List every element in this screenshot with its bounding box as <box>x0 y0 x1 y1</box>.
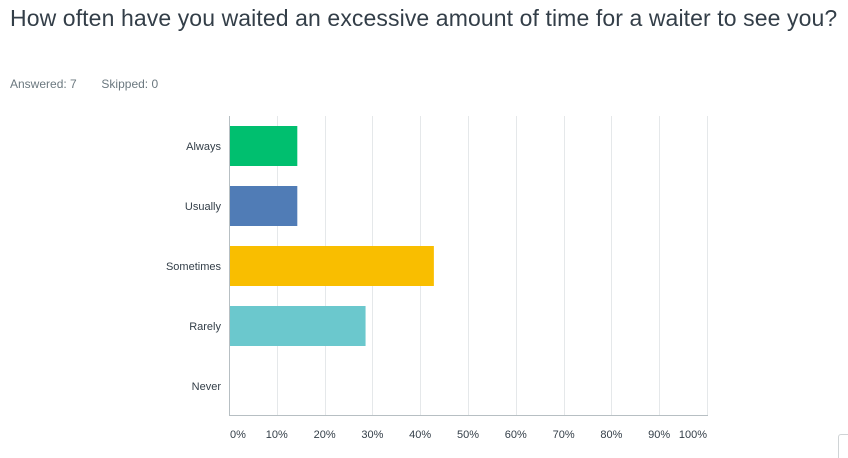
question-title: How often have you waited an excessive a… <box>10 5 838 31</box>
answered-count: 7 <box>70 77 77 91</box>
category-label: Sometimes <box>166 261 222 273</box>
category-label: Always <box>186 141 221 153</box>
bar-always[interactable] <box>229 126 298 166</box>
skipped-count: 0 <box>151 77 159 91</box>
x-tick-label: 10% <box>266 429 288 441</box>
x-tick-label: 30% <box>361 429 383 441</box>
x-tick-label: 80% <box>600 429 622 441</box>
bar-sometimes[interactable] <box>229 246 434 286</box>
response-stats: Answered: 7 Skipped: 0 <box>10 77 158 91</box>
x-tick-label: 50% <box>457 429 479 441</box>
side-panel-tab[interactable] <box>838 434 848 458</box>
x-tick-label: 100% <box>679 429 707 441</box>
x-tick-label: 20% <box>314 429 336 441</box>
category-label: Never <box>192 381 222 393</box>
x-tick-label: 90% <box>648 429 670 441</box>
x-tick-label: 70% <box>553 429 575 441</box>
bar-usually[interactable] <box>229 186 298 226</box>
x-tick-label: 60% <box>505 429 527 441</box>
x-tick-label: 40% <box>409 429 431 441</box>
bar-rarely[interactable] <box>229 306 366 346</box>
skipped-label: Skipped: <box>101 77 149 91</box>
category-label: Rarely <box>189 321 221 333</box>
category-label: Usually <box>185 201 222 213</box>
x-tick-label: 0% <box>230 429 246 441</box>
answered-label: Answered: <box>10 77 67 91</box>
